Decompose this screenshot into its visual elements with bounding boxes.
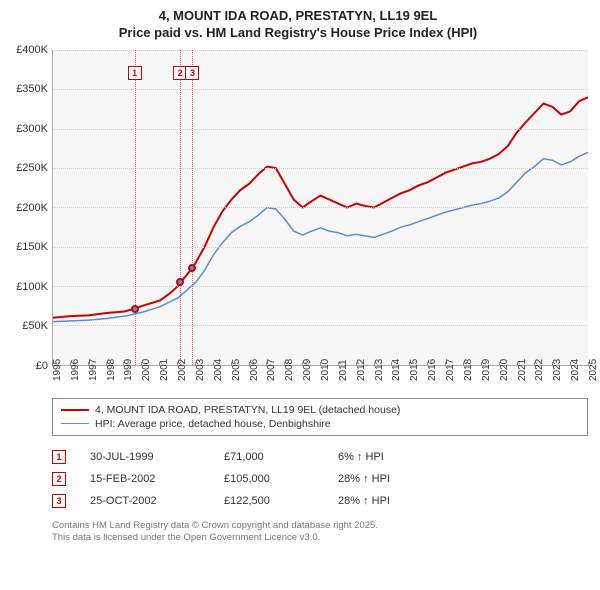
sale-price: £71,000 [224, 451, 314, 463]
x-axis-label: 2000 [141, 359, 152, 381]
sale-pct: 28% ↑ HPI [338, 495, 390, 507]
x-axis-label: 2004 [213, 359, 224, 381]
y-axis-label: £0 [36, 360, 48, 372]
sale-pct: 28% ↑ HPI [338, 473, 390, 485]
y-axis-label: £100K [16, 281, 48, 293]
x-axis-label: 2007 [266, 359, 277, 381]
y-axis-label: £200K [16, 202, 48, 214]
sale-price: £122,500 [224, 495, 314, 507]
x-axis-label: 1996 [70, 359, 81, 381]
x-axis-labels: 1995199619971998199920002001200220032004… [52, 366, 588, 390]
x-axis-label: 2001 [159, 359, 170, 381]
sale-price: £105,000 [224, 473, 314, 485]
x-axis-label: 2005 [231, 359, 242, 381]
sale-marker-box: 1 [52, 450, 66, 464]
legend-swatch [61, 423, 89, 424]
legend-item: HPI: Average price, detached house, Denb… [61, 417, 579, 431]
chart-container: 4, MOUNT IDA ROAD, PRESTATYN, LL19 9EL P… [0, 0, 600, 552]
x-axis-label: 1999 [123, 359, 134, 381]
x-axis-label: 2014 [391, 359, 402, 381]
x-axis-label: 2019 [481, 359, 492, 381]
x-axis-label: 2002 [177, 359, 188, 381]
x-axis-label: 1997 [88, 359, 99, 381]
x-axis-label: 2023 [552, 359, 563, 381]
x-axis-label: 2021 [517, 359, 528, 381]
sale-marker-dot [176, 278, 184, 286]
x-axis-label: 2016 [427, 359, 438, 381]
plot-region: 123 [52, 50, 588, 366]
x-axis-label: 2006 [249, 359, 260, 381]
x-axis-label: 2024 [570, 359, 581, 381]
x-axis-label: 2010 [320, 359, 331, 381]
sale-date: 15-FEB-2002 [90, 473, 200, 485]
legend: 4, MOUNT IDA ROAD, PRESTATYN, LL19 9EL (… [52, 398, 588, 436]
x-axis-label: 2025 [588, 359, 599, 381]
y-axis-label: £350K [16, 83, 48, 95]
sale-row: 1 30-JUL-1999 £71,000 6% ↑ HPI [52, 446, 588, 468]
chart-title: 4, MOUNT IDA ROAD, PRESTATYN, LL19 9EL P… [8, 8, 588, 42]
x-axis-label: 2022 [534, 359, 545, 381]
legend-item: 4, MOUNT IDA ROAD, PRESTATYN, LL19 9EL (… [61, 403, 579, 417]
footer-attribution: Contains HM Land Registry data © Crown c… [52, 520, 588, 545]
legend-swatch [61, 409, 89, 411]
sale-row: 3 25-OCT-2002 £122,500 28% ↑ HPI [52, 490, 588, 512]
x-axis-label: 2008 [284, 359, 295, 381]
x-axis-label: 2020 [499, 359, 510, 381]
legend-label: 4, MOUNT IDA ROAD, PRESTATYN, LL19 9EL (… [95, 404, 400, 416]
footer-line2: This data is licensed under the Open Gov… [52, 532, 588, 544]
y-axis-label: £250K [16, 162, 48, 174]
sale-marker-box: 3 [185, 66, 199, 80]
title-line2: Price paid vs. HM Land Registry's House … [8, 25, 588, 42]
x-axis-label: 2012 [356, 359, 367, 381]
footer-line1: Contains HM Land Registry data © Crown c… [52, 520, 588, 532]
sale-row: 2 15-FEB-2002 £105,000 28% ↑ HPI [52, 468, 588, 490]
y-axis-label: £400K [16, 44, 48, 56]
chart-area: 123 199519961997199819992000200120022003… [52, 50, 588, 390]
sale-pct: 6% ↑ HPI [338, 451, 384, 463]
y-axis-label: £300K [16, 123, 48, 135]
x-axis-label: 1995 [52, 359, 63, 381]
sale-marker-dot [188, 264, 196, 272]
y-axis-label: £50K [22, 320, 48, 332]
sale-table: 1 30-JUL-1999 £71,000 6% ↑ HPI 2 15-FEB-2002 £… [52, 446, 588, 512]
x-axis-label: 2013 [374, 359, 385, 381]
x-axis-label: 2015 [409, 359, 420, 381]
x-axis-label: 2009 [302, 359, 313, 381]
sale-marker-dot [131, 305, 139, 313]
x-axis-label: 2003 [195, 359, 206, 381]
x-axis-label: 2017 [445, 359, 456, 381]
sale-marker-box: 2 [52, 472, 66, 486]
legend-label: HPI: Average price, detached house, Denb… [95, 418, 331, 430]
sale-marker-box: 3 [52, 494, 66, 508]
title-line1: 4, MOUNT IDA ROAD, PRESTATYN, LL19 9EL [8, 8, 588, 25]
sale-date: 30-JUL-1999 [90, 451, 200, 463]
y-axis-label: £150K [16, 241, 48, 253]
x-axis-label: 2011 [338, 359, 349, 381]
x-axis-label: 2018 [463, 359, 474, 381]
x-axis-label: 1998 [106, 359, 117, 381]
sale-marker-box: 1 [128, 66, 142, 80]
sale-date: 25-OCT-2002 [90, 495, 200, 507]
